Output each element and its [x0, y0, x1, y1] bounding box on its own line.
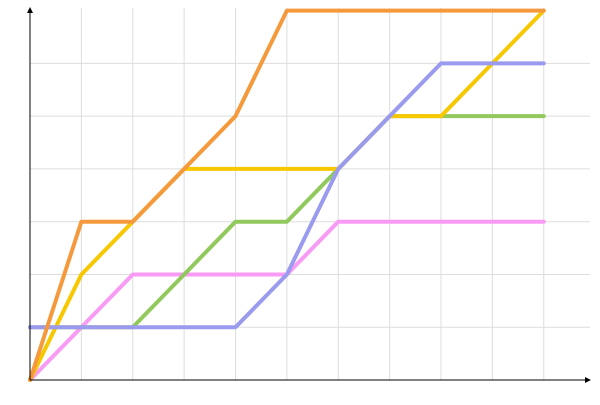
series-line	[28, 61, 546, 330]
series-line	[28, 8, 546, 382]
series-line	[28, 8, 546, 382]
plot-lines	[28, 8, 546, 382]
